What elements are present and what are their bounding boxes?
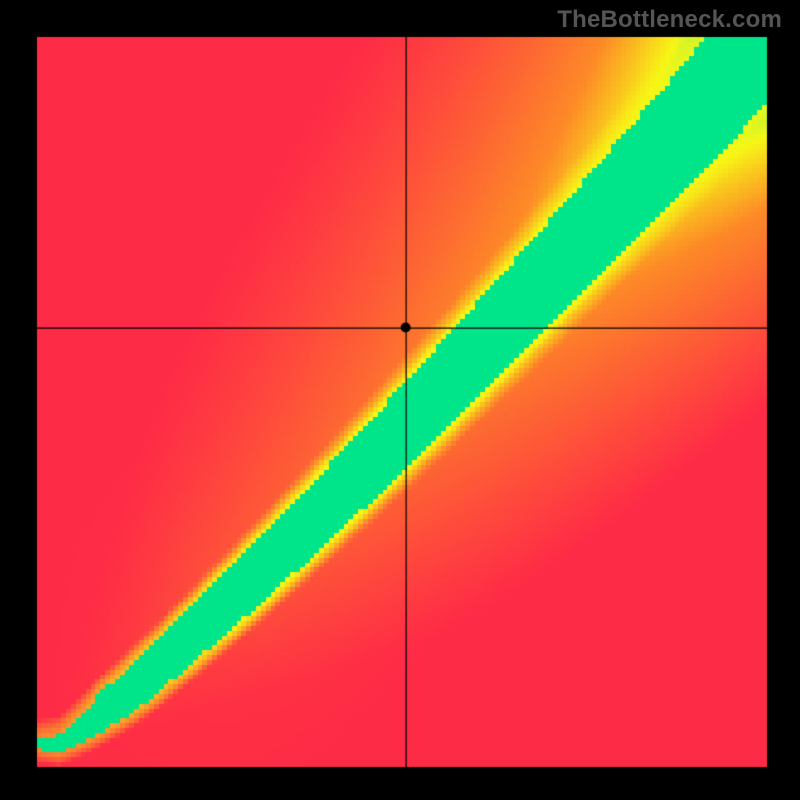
chart-container: TheBottleneck.com	[0, 0, 800, 800]
heatmap-canvas	[0, 0, 800, 800]
watermark-text: TheBottleneck.com	[557, 6, 782, 34]
